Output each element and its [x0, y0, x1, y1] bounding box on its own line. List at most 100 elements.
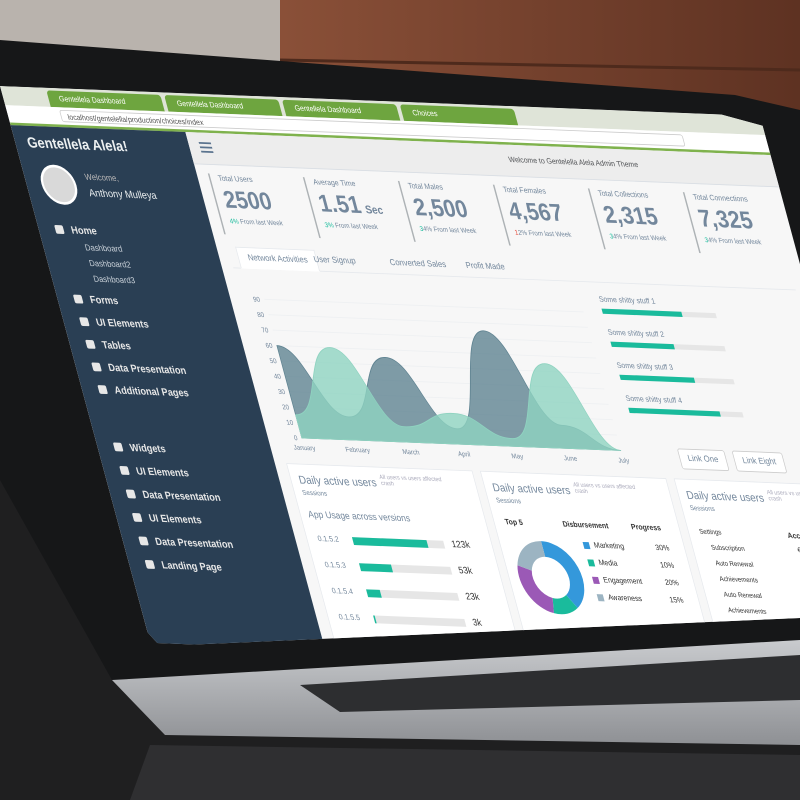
- menu-item[interactable]: Widgets: [112, 441, 167, 455]
- legend-value: 15%: [668, 595, 685, 605]
- avatar: [36, 164, 82, 206]
- column-header: Progress: [629, 522, 662, 533]
- stat-tile: Total Males 2,500 34% From last Week: [397, 180, 504, 246]
- grid-line: [268, 314, 588, 328]
- progress-bar: [619, 374, 695, 383]
- y-tick-label: 80: [257, 312, 266, 320]
- value-label: 123k: [450, 539, 472, 551]
- y-tick-label: 90: [252, 296, 261, 304]
- stat-value: 1.51: [315, 189, 364, 219]
- y-tick-label: 0: [293, 435, 299, 442]
- progress-label: Some shitty stuff 4: [624, 393, 684, 405]
- link-button[interactable]: Link Eight: [731, 450, 788, 474]
- stat-change: 34% From last Week: [418, 224, 478, 235]
- keyboard: [300, 655, 800, 712]
- stat-label: Total Connections: [691, 192, 749, 204]
- x-tick-label: July: [618, 457, 631, 465]
- stat-value: 2500: [220, 185, 275, 215]
- stat-label: Total Males: [406, 181, 444, 192]
- settings-item[interactable]: Settings: [698, 527, 723, 537]
- donut-segment: [541, 541, 585, 609]
- progress-label: Some shitty stuff 2: [606, 327, 666, 339]
- x-tick-label: March: [402, 449, 421, 457]
- y-tick-label: 60: [265, 342, 274, 350]
- settings-item[interactable]: Achievements: [726, 606, 768, 616]
- value-label: 3k: [471, 617, 484, 629]
- version: 0.1.5.3: [323, 560, 347, 570]
- submenu-item[interactable]: Dashboard: [83, 243, 124, 255]
- menu-item[interactable]: Additional Pages: [97, 383, 190, 399]
- chart-tab[interactable]: Profit Made: [464, 260, 507, 273]
- stat-tile: Total Collections 2,315 34% From last Week: [587, 188, 694, 253]
- brand: Gentellela Alela!: [25, 134, 130, 155]
- settings-item[interactable]: Auto Renewal: [722, 590, 763, 600]
- stat-change: 4% From last Week: [228, 217, 284, 228]
- y-tick-label: 10: [286, 419, 295, 427]
- stat-change: 12% From last Week: [513, 228, 573, 239]
- donut-segment: [552, 595, 578, 615]
- panel-title: Daily active users: [297, 473, 378, 490]
- y-tick-label: 70: [261, 327, 270, 335]
- settings-item[interactable]: Achievements: [718, 574, 759, 585]
- x-tick-label: June: [563, 455, 578, 463]
- stat-label: Total Users: [216, 173, 254, 184]
- menu-item[interactable]: Forms: [72, 293, 119, 306]
- bar: [366, 589, 383, 598]
- screen: Gentellela Dashboard Gentellela Dashboard…: [0, 86, 800, 646]
- x-tick-label: February: [345, 446, 372, 454]
- panel-subtitle: Sessions: [301, 488, 329, 498]
- progress-label: Some shitty stuff 1: [597, 294, 657, 306]
- submenu-item[interactable]: Dashboard3: [92, 274, 137, 286]
- grid-line: [264, 298, 584, 313]
- panel-note: All users vs users affected crash: [766, 489, 800, 503]
- chart-tab[interactable]: User Signup: [312, 254, 357, 267]
- stat-tile: Average Time 1.51Sec 3% From last Week: [302, 177, 409, 242]
- value-label: 53k: [457, 565, 474, 577]
- menu-item[interactable]: Tables: [85, 338, 133, 352]
- settings-item[interactable]: Auto Renewal: [714, 559, 755, 569]
- progress-label: Some shitty stuff 3: [615, 360, 675, 372]
- menu-item[interactable]: Data Presentation: [125, 488, 222, 503]
- legend-name: Awareness: [606, 592, 643, 603]
- legend-swatch: [587, 559, 596, 567]
- stat-label: Total Collections: [596, 188, 650, 200]
- legend-name: Engagement: [602, 575, 644, 586]
- stat-tile: Total Females 4,567 12% From last Week: [492, 184, 599, 250]
- stat-value: 7,325: [695, 204, 756, 234]
- menu-item[interactable]: Landing Page: [144, 558, 223, 574]
- menu-item[interactable]: UI Elements: [131, 511, 203, 526]
- stat-value-row: 2,500: [410, 193, 498, 224]
- user-name: Anthony Mulleya: [87, 186, 159, 202]
- menu-item[interactable]: Home: [54, 223, 99, 237]
- panel-heading: App Usage across versions: [306, 509, 412, 524]
- legend-name: Media: [597, 558, 619, 568]
- stat-label: Total Females: [501, 185, 547, 196]
- y-tick-label: 20: [281, 404, 290, 412]
- menu-item[interactable]: UI Elements: [119, 464, 191, 479]
- stat-value-row: 2500: [220, 186, 308, 217]
- stat-change: 34% From last Week: [703, 236, 763, 247]
- account-title: Account Balance: [786, 531, 800, 542]
- submenu-item[interactable]: Dashboard2: [88, 259, 133, 271]
- version: 0.1.5.2: [316, 534, 340, 544]
- stat-value: 4,567: [505, 197, 566, 227]
- chart-tab[interactable]: Network Activities: [235, 246, 321, 272]
- bar: [358, 563, 394, 573]
- legend-swatch: [582, 541, 591, 550]
- stat-tile: Total Connections 7,325 34% From last Week: [682, 192, 789, 257]
- panel-note: All users vs users affected crash: [378, 474, 443, 488]
- link-button[interactable]: Link One: [676, 448, 730, 472]
- settings-item[interactable]: Subscription: [710, 543, 746, 553]
- chart-tab[interactable]: Converted Sales: [388, 257, 448, 270]
- menu-item[interactable]: Data Presentation: [91, 361, 188, 376]
- panel-subtitle: Sessions: [495, 496, 522, 506]
- menu-toggle[interactable]: [198, 142, 214, 153]
- menu-item[interactable]: UI Elements: [79, 315, 150, 330]
- y-tick-label: 40: [273, 373, 282, 381]
- value-label: 23k: [464, 591, 481, 603]
- column-header: Top 5: [503, 517, 524, 527]
- menu-item[interactable]: Data Presentation: [138, 535, 235, 550]
